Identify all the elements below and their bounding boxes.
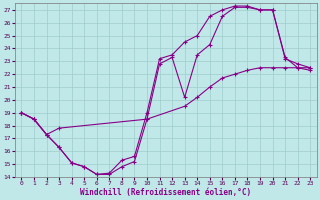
X-axis label: Windchill (Refroidissement éolien,°C): Windchill (Refroidissement éolien,°C) bbox=[80, 188, 252, 197]
